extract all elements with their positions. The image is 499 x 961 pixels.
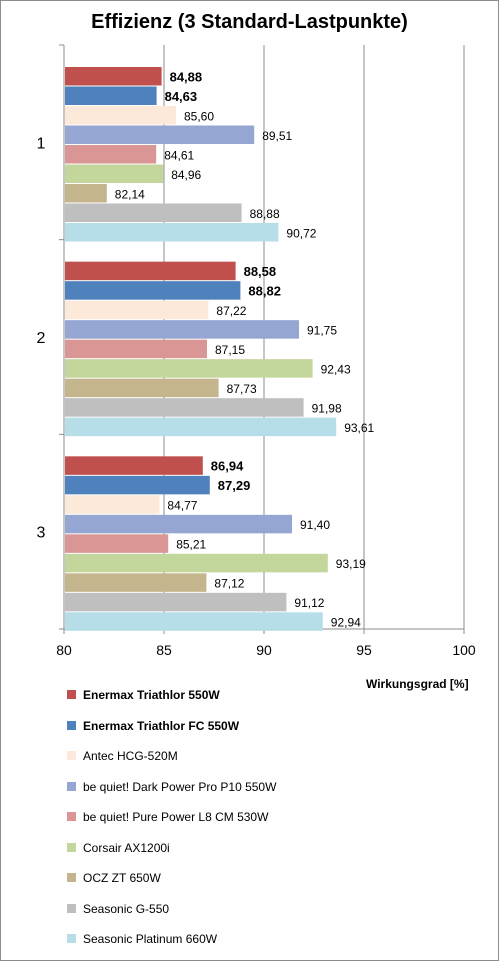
legend-swatch bbox=[67, 873, 76, 882]
bar bbox=[65, 184, 107, 203]
x-axis-label: Wirkungsgrad [%] bbox=[366, 677, 469, 691]
data-label: 91,40 bbox=[300, 518, 330, 532]
bar bbox=[65, 281, 241, 300]
x-tick-label: 80 bbox=[56, 642, 72, 658]
legend-label: be quiet! Pure Power L8 CM 530W bbox=[83, 810, 269, 824]
data-label: 87,12 bbox=[214, 577, 244, 591]
bar bbox=[65, 261, 236, 281]
data-label: 85,21 bbox=[176, 538, 206, 552]
legend-label: Corsair AX1200i bbox=[83, 840, 170, 855]
category-label: 3 bbox=[37, 525, 46, 542]
legend-swatch bbox=[67, 751, 76, 760]
bar bbox=[65, 514, 292, 534]
data-label: 84,77 bbox=[167, 499, 197, 513]
bar bbox=[65, 86, 157, 105]
data-label: 88,88 bbox=[250, 207, 280, 221]
data-label: 86,94 bbox=[211, 459, 244, 474]
data-label: 92,94 bbox=[331, 616, 361, 630]
bar bbox=[65, 573, 207, 592]
data-label: 88,82 bbox=[248, 283, 281, 298]
data-label: 89,51 bbox=[262, 129, 292, 143]
legend-swatch bbox=[67, 842, 76, 852]
bar bbox=[65, 125, 255, 144]
x-tick-label: 90 bbox=[256, 642, 272, 658]
x-tick-label: 95 bbox=[356, 642, 372, 658]
data-label: 84,61 bbox=[164, 148, 194, 162]
bar bbox=[65, 456, 203, 475]
category-label: 1 bbox=[37, 135, 46, 152]
legend-swatch bbox=[67, 903, 76, 913]
x-tick-label: 85 bbox=[156, 642, 172, 658]
data-label: 91,98 bbox=[312, 401, 342, 415]
legend-swatch bbox=[67, 781, 76, 791]
legend-label: Antec HCG-520M bbox=[83, 749, 178, 763]
bar bbox=[65, 67, 162, 86]
bar-chart: 80 85 90 95 10012384,8888,5886,9484,6388,828… bbox=[37, 44, 476, 658]
legend-label: Enermax Triathlor 550W bbox=[83, 688, 220, 702]
x-tick-label: 100 bbox=[452, 642, 476, 658]
legend-label: be quiet! Dark Power Pro P10 550W bbox=[83, 779, 277, 794]
data-label: 85,60 bbox=[184, 109, 214, 123]
bar bbox=[65, 495, 160, 514]
bar bbox=[65, 417, 337, 437]
bar bbox=[65, 223, 279, 242]
legend-swatch bbox=[67, 934, 76, 943]
bar bbox=[65, 203, 242, 222]
legend-label: Enermax Triathlor FC 550W bbox=[83, 718, 240, 733]
data-label: 87,73 bbox=[227, 382, 257, 396]
bar bbox=[65, 164, 164, 183]
legend-swatch bbox=[67, 690, 76, 699]
bar bbox=[65, 534, 169, 553]
data-label: 84,96 bbox=[171, 168, 201, 182]
bar bbox=[65, 553, 328, 573]
chart-title: Effizienz (3 Standard-Lastpunkte) bbox=[91, 11, 408, 33]
bar bbox=[65, 106, 176, 125]
legend-label: Seasonic Platinum 660W bbox=[83, 932, 218, 946]
bar bbox=[65, 320, 299, 339]
data-label: 84,88 bbox=[170, 69, 203, 84]
category-label: 2 bbox=[37, 330, 46, 347]
data-label: 82,14 bbox=[115, 187, 145, 201]
bar bbox=[65, 592, 287, 612]
data-label: 87,29 bbox=[218, 478, 251, 493]
legend-swatch bbox=[67, 720, 76, 730]
legend-label: Seasonic G-550 bbox=[83, 901, 170, 916]
bar bbox=[65, 359, 313, 378]
bar bbox=[65, 339, 207, 359]
legend-swatch bbox=[67, 812, 76, 821]
bar bbox=[65, 378, 219, 398]
data-label: 88,58 bbox=[244, 264, 277, 279]
bar bbox=[65, 398, 304, 417]
data-label: 93,19 bbox=[336, 557, 366, 571]
data-label: 87,22 bbox=[216, 304, 246, 318]
data-label: 84,63 bbox=[165, 89, 198, 104]
data-label: 92,43 bbox=[321, 362, 351, 376]
data-label: 93,61 bbox=[344, 421, 374, 435]
data-label: 90,72 bbox=[286, 226, 316, 240]
bar bbox=[65, 475, 210, 495]
bar bbox=[65, 145, 157, 164]
data-label: 91,75 bbox=[307, 323, 337, 337]
bar bbox=[65, 612, 323, 631]
data-label: 87,15 bbox=[215, 343, 245, 357]
bar bbox=[65, 300, 209, 320]
legend-label: OCZ ZT 650W bbox=[83, 871, 161, 885]
data-label: 91,12 bbox=[294, 596, 324, 610]
